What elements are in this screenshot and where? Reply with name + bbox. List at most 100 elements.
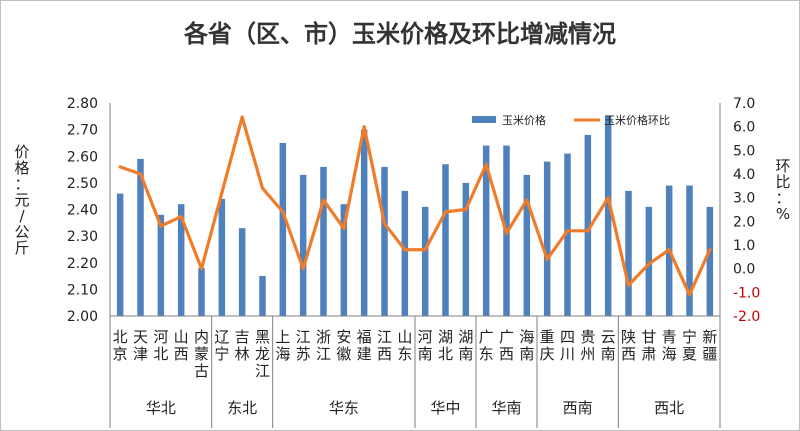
category-label-char: 青: [662, 328, 677, 346]
bar-江西: [381, 166, 388, 316]
category-label-char: 陕: [621, 328, 636, 346]
y2-tick-label: -2.0: [733, 309, 760, 325]
category-label-char: 四: [560, 328, 575, 346]
bar-贵州: [584, 134, 592, 316]
bar-广东: [482, 145, 490, 316]
category-label-吉林: 吉林: [235, 328, 250, 363]
category-label-char: 北: [438, 345, 453, 363]
legend-bar-swatch: [472, 116, 496, 123]
line-point-福建: [362, 125, 366, 129]
bar-安徽: [340, 204, 348, 316]
category-label-char: 苏: [296, 345, 311, 363]
line-point-内蒙古: [199, 267, 204, 271]
category-label-char: 辽: [214, 328, 229, 346]
category-label-贵州: 贵州: [580, 328, 595, 363]
category-label-甘肃: 甘肃: [641, 328, 656, 363]
line-point-安徽: [342, 226, 346, 231]
bar-湖北: [442, 164, 449, 316]
category-label-char: 内: [194, 328, 209, 346]
line-point-河南: [423, 248, 427, 252]
bar-辽宁: [218, 198, 226, 316]
line-point-青海: [667, 248, 671, 252]
line-point-天津: [138, 172, 143, 176]
bar-甘肃: [645, 206, 653, 316]
line-point-山东: [403, 248, 407, 252]
chart-title: 各省（区、市）玉米价格及环比增减情况: [183, 20, 616, 48]
bar-云南: [604, 116, 612, 316]
category-label-char: 龙: [255, 345, 270, 363]
y2-tick-label: -1.0: [733, 285, 760, 301]
y2-axis-label: 环比：%: [775, 157, 790, 223]
y-tick-label: 2.00: [67, 309, 98, 325]
category-label-char: 林: [235, 345, 250, 363]
y-axis-label-char: 价: [14, 143, 29, 161]
category-label-湖北: 湖北: [438, 328, 453, 363]
category-label-char: 南: [519, 345, 534, 363]
category-label-char: 京: [113, 345, 128, 363]
line-point-江西: [382, 222, 387, 226]
category-labels: 北京天津河北山西内蒙古辽宁吉林黑龙江上海江苏浙江安徽福建江西山东河南湖北湖南广东…: [113, 328, 718, 380]
y2-tick-label: 6.0: [733, 120, 755, 136]
category-label-黑龙江: 黑龙江: [255, 328, 270, 380]
y-axis-ticks: 2.00 2.10 2.20 2.30 2.40 2.50 2.60 2.70 2.80: [67, 96, 98, 325]
group-label-西南: 西南: [563, 399, 593, 417]
category-label-新疆: 新疆: [702, 328, 717, 363]
category-label-char: 西: [621, 345, 636, 363]
category-label-char: 甘: [641, 328, 656, 346]
category-label-char: 州: [580, 345, 595, 363]
y-axis-label-char: 斤: [14, 239, 29, 257]
category-label-天津: 天津: [133, 328, 148, 363]
category-label-char: 浙: [316, 328, 331, 346]
category-label-char: 东: [397, 345, 412, 363]
group-label-华南: 华南: [491, 399, 521, 417]
category-label-江苏: 江苏: [296, 328, 311, 363]
category-label-char: 宁: [214, 345, 229, 363]
category-label-上海: 上海: [275, 328, 290, 363]
category-label-char: 西: [174, 345, 189, 363]
bar-江苏: [299, 174, 307, 316]
bar-福建: [360, 129, 368, 316]
category-label-char: 贵: [580, 328, 595, 346]
line-point-河北: [159, 224, 163, 228]
y2-tick-label: 5.0: [733, 143, 755, 159]
y-tick-label: 2.80: [67, 96, 98, 112]
category-label-char: 疆: [702, 345, 717, 363]
category-label-char: 江: [316, 345, 331, 363]
bar-四川: [564, 153, 571, 316]
category-label-char: 山: [174, 328, 189, 346]
line-point-贵州: [586, 229, 590, 233]
category-label-char: 庆: [540, 345, 555, 363]
y2-axis-label-char: 比: [775, 173, 790, 191]
bar-北京: [116, 193, 124, 316]
line-point-广西: [504, 231, 509, 235]
category-label-char: 河: [153, 328, 168, 346]
category-label-广东: 广东: [479, 328, 494, 363]
y-axis-label-char: 格: [14, 159, 29, 177]
category-label-char: 西: [377, 345, 392, 363]
category-label-char: 上: [275, 328, 290, 346]
category-label-char: 山: [397, 328, 412, 346]
category-label-char: 湖: [438, 328, 453, 346]
bar-重庆: [543, 161, 551, 316]
line-point-广东: [484, 162, 488, 167]
group-label-西北: 西北: [654, 399, 684, 417]
line-point-北京: [118, 165, 122, 169]
category-label-char: 江: [255, 362, 270, 380]
category-label-青海: 青海: [662, 328, 677, 363]
bar-河南: [421, 206, 429, 316]
y2-axis-ticks: 7.0 6.0 5.0 4.0 3.0 2.0 1.0 0.0 -1.0 -2.0: [733, 96, 760, 325]
category-label-char: 海: [275, 345, 290, 363]
category-label-安徽: 安徽: [336, 328, 351, 363]
y-axis-label-char: ：: [14, 175, 29, 193]
category-label-河北: 河北: [153, 328, 168, 363]
category-label-char: 东: [479, 345, 494, 363]
y-axis-label-char: 公: [14, 223, 29, 241]
line-point-江苏: [301, 267, 305, 271]
category-label-char: 南: [458, 345, 473, 363]
category-label-山西: 山西: [174, 328, 189, 363]
category-label-湖南: 湖南: [458, 328, 473, 363]
category-label-char: 古: [194, 362, 209, 380]
bar-天津: [137, 158, 144, 316]
line-point-山西: [179, 215, 183, 219]
bar-黑龙江: [259, 276, 266, 316]
